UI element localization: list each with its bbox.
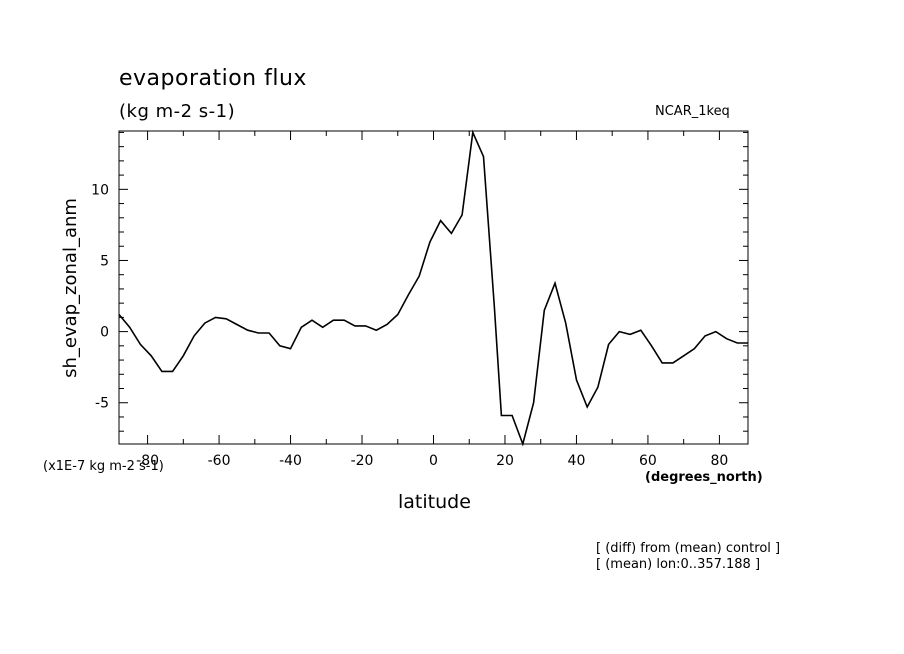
y-scale-unit-label: (x1E-7 kg m-2 s-1)	[43, 459, 164, 474]
tick-labels: -80 -60 -40 -20 0 20 40 60 80 -5 0 5 10	[91, 182, 728, 469]
model-label: NCAR_1keq	[655, 104, 730, 119]
x-unit-label: (degrees_north)	[645, 470, 763, 485]
x-tick-label: 80	[710, 453, 728, 469]
x-axis-label: latitude	[398, 491, 471, 513]
x-tick-label: 0	[429, 453, 438, 469]
diff-note: [ (diff) from (mean) control ]	[596, 541, 781, 556]
y-tick-label: -5	[95, 396, 109, 412]
x-tick-label: -60	[208, 453, 231, 469]
x-tick-label: 40	[568, 453, 586, 469]
chart-subtitle-units: (kg m-2 s-1)	[119, 101, 236, 122]
chart-title: evaporation flux	[119, 66, 307, 91]
series-line	[118, 129, 748, 447]
plot-frame	[118, 130, 749, 445]
x-tick-label: -20	[351, 453, 374, 469]
y-tick-label: 0	[100, 325, 109, 341]
y-tick-label: 10	[91, 182, 109, 198]
x-tick-label: 20	[496, 453, 514, 469]
x-tick-label: 60	[639, 453, 657, 469]
x-tick-label: -80	[136, 453, 159, 469]
x-tick-label: -40	[279, 453, 302, 469]
axis-ticks	[119, 131, 748, 444]
mean-lon-note: [ (mean) lon:0..357.188 ]	[596, 557, 761, 572]
y-tick-label: 5	[100, 253, 109, 269]
